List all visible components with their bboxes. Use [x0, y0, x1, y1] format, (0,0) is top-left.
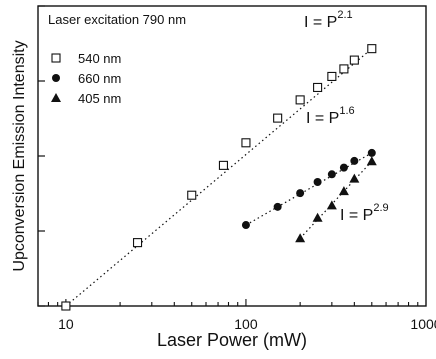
fit-line-0 [66, 49, 372, 306]
data-point-series-0 [340, 65, 348, 73]
legend-label-1: 660 nm [78, 71, 121, 86]
data-point-series-2 [349, 174, 359, 183]
data-point-series-2 [367, 156, 377, 165]
x-axis-label: Laser Power (mW) [157, 330, 307, 350]
data-point-series-0 [314, 83, 322, 91]
data-point-series-0 [296, 96, 304, 104]
data-point-series-0 [188, 191, 196, 199]
fit-label-540: I = P2.1 [304, 9, 353, 31]
data-point-series-1 [340, 164, 348, 172]
data-point-series-1 [242, 221, 250, 229]
data-point-series-1 [350, 157, 358, 165]
data-point-series-0 [328, 72, 336, 80]
data-point-series-0 [368, 45, 376, 53]
legend-marker-2 [51, 93, 61, 102]
fit-label-660: I = P1.6 [306, 105, 355, 127]
x-tick-label: 1000 [410, 316, 436, 332]
fit-label-405: I = P2.9 [340, 202, 389, 224]
data-point-series-1 [328, 170, 336, 178]
data-point-series-2 [327, 200, 337, 209]
legend: 540 nm 660 nm 405 nm [51, 51, 121, 106]
data-point-series-0 [219, 161, 227, 169]
fit-label-405-base: I = P [340, 207, 373, 224]
y-axis-ticks [38, 6, 45, 306]
svg-text:I = P1.6: I = P1.6 [306, 105, 355, 127]
legend-label-2: 405 nm [78, 91, 121, 106]
data-point-series-0 [62, 302, 70, 310]
y-axis-label: Upconversion Emission Intensity [11, 40, 28, 271]
data-point-series-0 [350, 56, 358, 64]
legend-label-0: 540 nm [78, 51, 121, 66]
fit-lines [66, 49, 372, 306]
legend-marker-1 [52, 74, 60, 82]
fit-label-660-base: I = P [306, 110, 339, 127]
annotation-text: Laser excitation 790 nm [48, 12, 186, 27]
data-point-series-1 [274, 203, 282, 211]
fit-label-405-exponent: 2.9 [373, 202, 388, 214]
fit-label-660-exponent: 1.6 [339, 105, 354, 117]
x-tick-label: 10 [58, 316, 74, 332]
data-point-series-2 [339, 186, 349, 195]
data-point-series-1 [314, 178, 322, 186]
data-point-series-1 [368, 149, 376, 157]
data-point-series-1 [296, 189, 304, 197]
data-point-series-0 [242, 139, 250, 147]
fit-label-540-exponent: 2.1 [337, 9, 352, 21]
data-point-series-0 [274, 114, 282, 122]
data-point-series-0 [134, 239, 142, 247]
svg-text:I = P2.1: I = P2.1 [304, 9, 353, 31]
svg-text:I = P2.9: I = P2.9 [340, 202, 389, 224]
data-point-series-2 [313, 213, 323, 222]
legend-marker-0 [52, 54, 60, 62]
x-axis-ticks [38, 299, 418, 306]
fit-label-540-base: I = P [304, 14, 337, 31]
